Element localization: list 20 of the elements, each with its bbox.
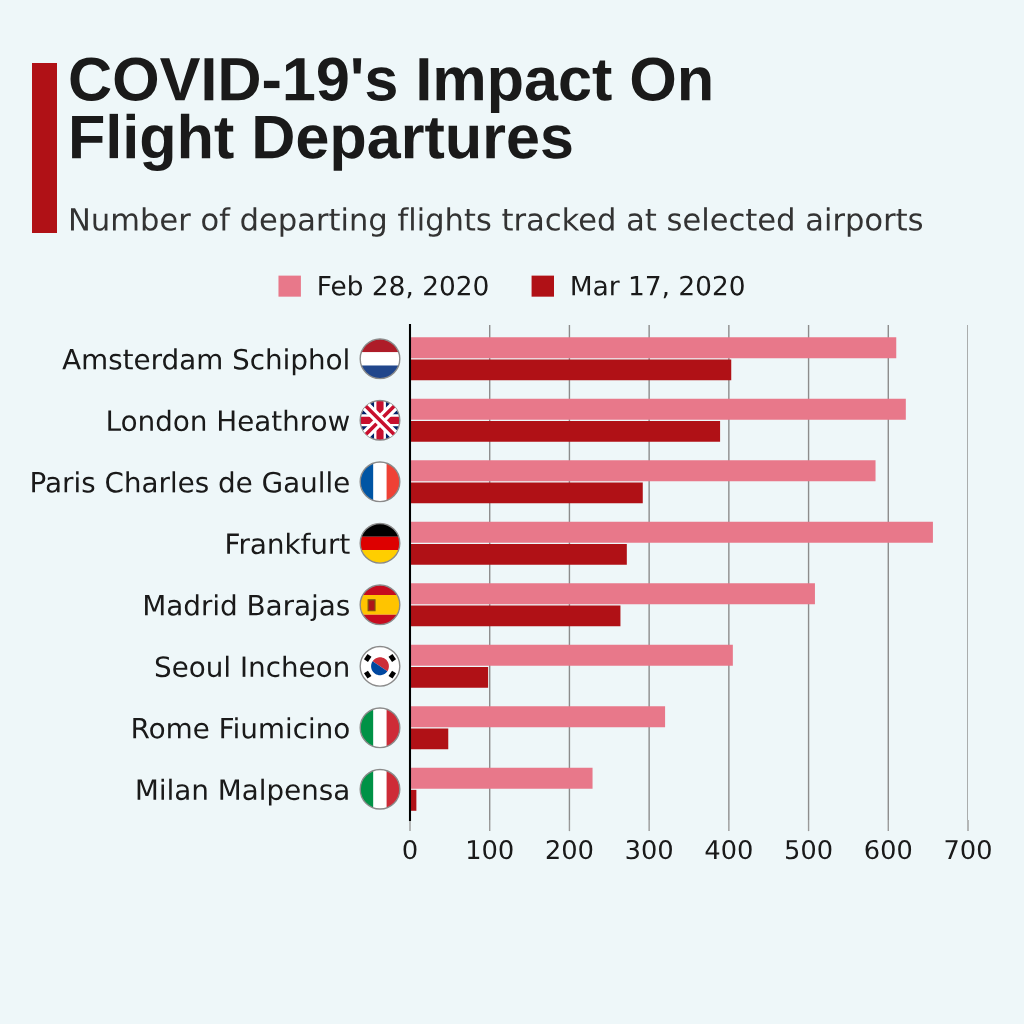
x-tick-label: 100 (468, 839, 513, 860)
x-tick-label: 300 (626, 839, 672, 860)
x-tick-label: 700 (945, 839, 991, 860)
y-tick-label: Milan Malpensa (137, 778, 348, 806)
x-tick-label: 200 (546, 839, 593, 860)
y-tick-label: Seoul Incheon (155, 655, 348, 678)
legend-label: Mar 17, 2020 (572, 275, 744, 299)
y-tick-label: Frankfurt (227, 532, 350, 555)
chart-subtitle: Number of departing flights tracked at selected airports (71, 207, 923, 237)
y-tick-label: Paris Charles de Gaulle (32, 471, 349, 493)
y-tick-label: Amsterdam Schiphol (62, 348, 348, 376)
x-tick-label: 600 (865, 839, 912, 860)
x-tick-label: 500 (786, 839, 832, 860)
chart-title: COVID-19's Impact On Flight Departures (70, 57, 711, 172)
x-tick-label: 400 (705, 839, 752, 860)
x-tick-label: 0 (403, 839, 417, 860)
legend-label: Feb 28, 2020 (319, 275, 488, 299)
y-tick-label: London Heathrow (108, 409, 350, 432)
y-tick-label: Rome Fiumicino (133, 717, 349, 739)
y-tick-label: Madrid Barajas (145, 594, 349, 622)
